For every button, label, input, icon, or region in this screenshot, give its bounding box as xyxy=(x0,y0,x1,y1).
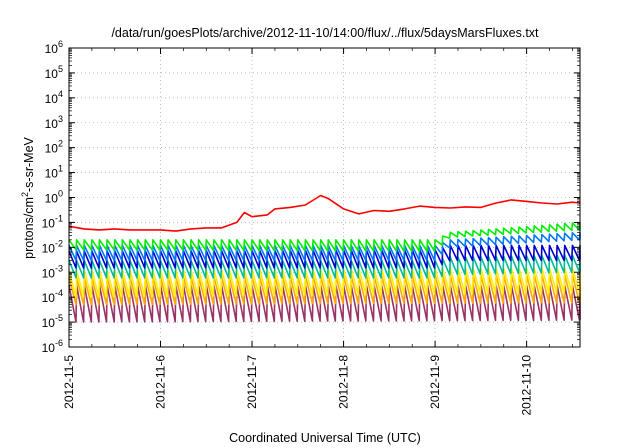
y-tick-base: 10 xyxy=(42,241,56,255)
y-tick-label: 10-5 xyxy=(42,313,63,330)
y-tick-label: 10-3 xyxy=(42,263,63,280)
y-tick-base: 10 xyxy=(42,316,56,330)
y-tick-exponent: -4 xyxy=(55,288,63,298)
y-tick-exponent: 4 xyxy=(58,89,63,99)
x-tick-label: 2012-11-9 xyxy=(428,355,442,409)
x-axis-label: Coordinated Universal Time (UTC) xyxy=(229,431,421,445)
series-lines xyxy=(68,194,581,323)
x-tick-label: 2012-11-6 xyxy=(154,355,168,409)
x-tick-label: 2012-11-5 xyxy=(62,355,76,409)
y-tick-label: 10-2 xyxy=(42,238,63,255)
y-tick-exponent: -2 xyxy=(55,238,63,248)
y-tick-label: 106 xyxy=(45,39,63,56)
y-tick-exponent: 1 xyxy=(58,164,63,174)
y-tick-label: 103 xyxy=(45,114,63,131)
y-tick-base: 10 xyxy=(45,92,59,106)
axis-ticks xyxy=(68,47,580,348)
series-line xyxy=(68,194,581,232)
y-tick-base: 10 xyxy=(42,216,56,230)
y-tick-base: 10 xyxy=(45,192,59,206)
y-tick-labels: 10-610-510-410-310-210-11001011021031041… xyxy=(42,39,63,355)
y-axis-label-sup: 2 xyxy=(20,192,30,197)
y-tick-exponent: 0 xyxy=(58,189,63,199)
y-tick-base: 10 xyxy=(45,142,59,156)
y-tick-label: 104 xyxy=(45,89,63,106)
y-tick-exponent: -5 xyxy=(55,313,63,323)
y-tick-label: 105 xyxy=(45,64,63,81)
y-tick-label: 100 xyxy=(45,189,63,206)
y-axis-label-rest: -s-sr-MeV xyxy=(22,136,36,192)
y-tick-label: 10-1 xyxy=(42,213,63,230)
y-tick-exponent: -6 xyxy=(55,338,63,348)
y-tick-exponent: -3 xyxy=(55,263,63,273)
y-tick-base: 10 xyxy=(45,42,59,56)
y-tick-base: 10 xyxy=(42,266,56,280)
y-tick-exponent: 6 xyxy=(58,39,63,49)
series-line xyxy=(68,267,581,298)
x-tick-label: 2012-11-7 xyxy=(245,355,259,409)
y-tick-label: 10-4 xyxy=(42,288,63,305)
y-tick-base: 10 xyxy=(42,341,56,355)
y-tick-exponent: 3 xyxy=(58,114,63,124)
y-axis-label: protons/cm2-s-sr-MeV xyxy=(20,136,36,258)
y-tick-label: 102 xyxy=(45,139,63,156)
y-tick-base: 10 xyxy=(42,291,56,305)
x-tick-labels: 2012-11-5 2012-11-6 2012-11-7 2012-11-8 2012… xyxy=(62,355,534,416)
series-line xyxy=(68,231,581,262)
y-tick-label: 101 xyxy=(45,164,63,181)
x-tick-label: 2012-11-8 xyxy=(337,355,351,409)
y-tick-exponent: 5 xyxy=(58,64,63,74)
x-tick-label: 2012-11-10 xyxy=(520,355,534,416)
series-line xyxy=(68,221,581,252)
chart-title: /data/run/goesPlots/archive/2012-11-10/1… xyxy=(111,26,539,40)
y-tick-base: 10 xyxy=(45,67,59,81)
y-tick-exponent: 2 xyxy=(58,139,63,149)
y-tick-exponent: -1 xyxy=(55,213,63,223)
y-tick-base: 10 xyxy=(45,117,59,131)
y-tick-base: 10 xyxy=(45,167,59,181)
y-tick-label: 10-6 xyxy=(42,338,63,355)
series-line xyxy=(68,254,581,279)
y-axis-label-base: protons/cm xyxy=(22,197,36,259)
